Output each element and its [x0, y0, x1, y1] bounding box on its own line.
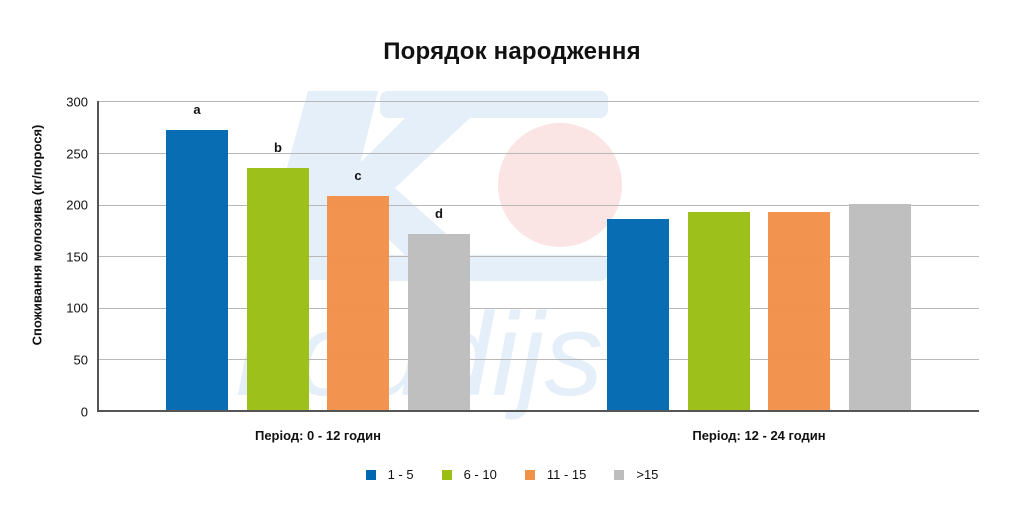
legend-swatch [524, 469, 535, 480]
significance-label: c [354, 168, 362, 184]
y-tick: 100 [66, 300, 88, 316]
y-tick: 150 [66, 249, 88, 265]
legend-item-11-15: 11 - 15 [524, 467, 587, 482]
legend-label: 6 - 10 [463, 467, 497, 482]
legend-label: >15 [636, 467, 659, 482]
significance-label: a [193, 101, 201, 117]
legend-item-gt15: >15 [614, 467, 658, 482]
gridline-50 [99, 359, 979, 360]
legend-swatch [441, 469, 452, 480]
gridline-250 [99, 153, 979, 154]
bar [408, 234, 470, 411]
significance-label: d [435, 206, 443, 222]
y-tick: 50 [73, 352, 88, 368]
significance-label: b [274, 140, 282, 156]
y-tick: 300 [66, 94, 88, 110]
bar [327, 196, 389, 411]
legend: 1 - 5 6 - 10 11 - 15 >15 [0, 467, 1024, 482]
category-label-12-24: Період: 12 - 24 годин [692, 428, 826, 443]
y-tick: 250 [66, 146, 88, 162]
legend-label: 11 - 15 [546, 467, 587, 482]
chart-title: Порядок народження [383, 38, 641, 65]
legend-swatch [614, 469, 625, 480]
bar [849, 204, 911, 411]
bar [607, 218, 669, 411]
gridline-150 [99, 256, 979, 257]
gridline-100 [99, 308, 979, 309]
bar [688, 211, 750, 411]
y-tick: 200 [66, 197, 88, 213]
legend-swatch [365, 469, 376, 480]
legend-item-6-10: 6 - 10 [441, 467, 497, 482]
legend-label: 1 - 5 [387, 467, 414, 482]
gridline-200 [99, 205, 979, 206]
category-label-0-12: Період: 0 - 12 годин [254, 428, 382, 443]
x-axis-line [97, 410, 979, 412]
gridline-300 [99, 101, 979, 102]
y-tick: 0 [80, 404, 88, 420]
y-axis-line [97, 101, 99, 412]
y-axis-label: Споживання молозива (кг/порося) [29, 124, 45, 346]
legend-item-1-5: 1 - 5 [365, 467, 414, 482]
bar [166, 129, 228, 411]
bar [247, 168, 309, 411]
bar [768, 211, 830, 411]
